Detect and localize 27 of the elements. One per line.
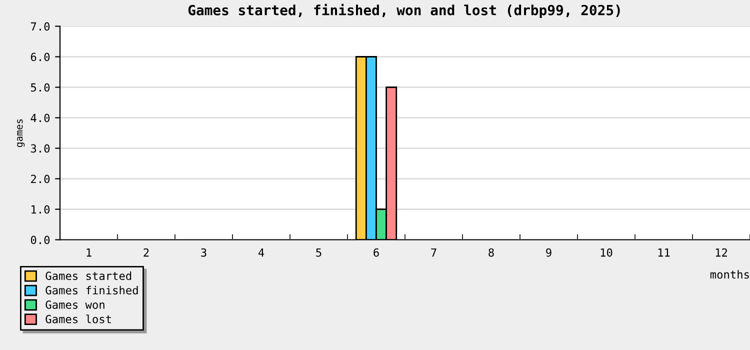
y-tick-label: 7.0 — [30, 22, 50, 31]
legend-label: Games started — [46, 271, 132, 280]
legend-label: Games finished — [46, 286, 138, 294]
x-tick-label: 2 — [144, 248, 149, 257]
y-tick-label: 5.0 — [30, 83, 50, 92]
x-tick-label: 4 — [258, 248, 264, 257]
x-tick-label: 9 — [546, 248, 552, 257]
x-tick-label: 7 — [431, 248, 436, 257]
y-axis-title: games — [17, 119, 25, 148]
chart-title: Games started, finished, won and lost (drbp99, 2025) — [188, 4, 620, 18]
y-tick-label: 4.0 — [30, 114, 50, 122]
legend-label: Games won — [46, 300, 104, 309]
y-tick-label: 2.0 — [31, 174, 50, 184]
y-tick-label: 1.0 — [32, 205, 50, 214]
y-tick-label: 6.0 — [30, 52, 50, 62]
x-tick-label: 11 — [658, 248, 670, 257]
x-tick-label: 6 — [374, 248, 379, 257]
y-tick-label: 3.0 — [30, 144, 50, 153]
legend-label: Games lost — [46, 314, 111, 324]
x-tick-label: 1 — [86, 248, 92, 257]
x-tick-label: 3 — [201, 248, 206, 257]
x-tick-label: 8 — [488, 248, 494, 257]
x-tick-label: 10 — [600, 248, 612, 257]
x-tick-label: 12 — [716, 248, 727, 257]
y-tick-label: 0.0 — [30, 236, 50, 244]
x-tick-label: 5 — [316, 248, 322, 257]
x-axis-title: months — [710, 270, 749, 279]
